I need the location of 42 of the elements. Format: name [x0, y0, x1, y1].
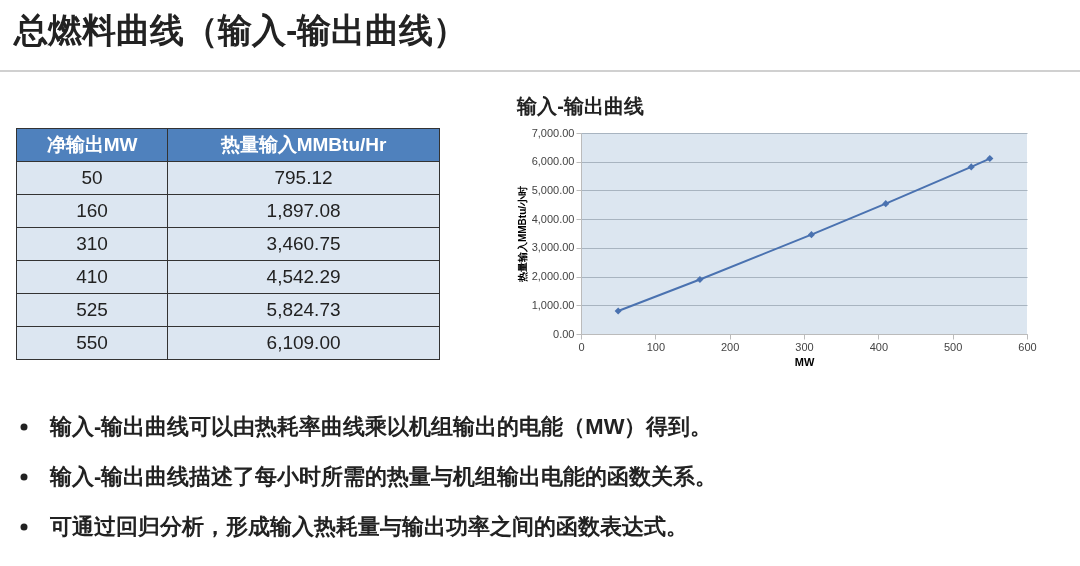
- point: [807, 231, 815, 239]
- x-tick-label: 500: [943, 340, 963, 353]
- text: 5,824.73: [266, 299, 341, 320]
- x-tick-label: 0: [578, 340, 585, 353]
- category-label: 550: [16, 326, 168, 360]
- text: 6,109.00: [266, 332, 341, 353]
- y-tick-label: 3,000.00: [531, 241, 575, 254]
- category-label: 310: [16, 227, 168, 261]
- x-tick-label: 400: [869, 340, 889, 353]
- text: 3,460.75: [266, 233, 341, 254]
- text: 净输出MW: [16, 128, 168, 162]
- x-tick-label: 100: [646, 340, 666, 353]
- text: 热量输入MMBtu/Hr: [167, 128, 440, 162]
- x-axis-title: MW: [794, 355, 815, 368]
- x-tick-label: 300: [795, 340, 814, 353]
- point: [614, 307, 622, 315]
- y-tick-label: 0.00: [553, 327, 575, 340]
- point: [986, 155, 994, 163]
- y-tick-label: 7,000.00: [531, 126, 575, 139]
- x-tick-label: 600: [1018, 340, 1037, 353]
- text: 1,897.08: [266, 200, 341, 221]
- text: 4,542.29: [266, 266, 341, 287]
- category-label: 50: [16, 161, 168, 195]
- text: 可通过回归分析，形成输入热耗量与输出功率之间的函数表达式。: [50, 513, 688, 541]
- point: [967, 163, 975, 171]
- y-tick-label: 6,000.00: [531, 155, 575, 168]
- y-tick-label: 2,000.00: [531, 270, 575, 283]
- text: 795.12: [274, 167, 333, 188]
- point: [882, 200, 890, 208]
- text: 输入-输出曲线描述了每小时所需的热量与机组输出电能的函数关系。: [50, 463, 718, 491]
- y-tick-label: 1,000.00: [531, 298, 575, 311]
- text: 总燃料曲线（输入-输出曲线）: [14, 10, 468, 51]
- x-tick-label: 200: [720, 340, 740, 353]
- point: [696, 275, 704, 283]
- chart-title: 输入-输出曲线: [516, 95, 644, 117]
- y-tick-label: 5,000.00: [531, 183, 575, 196]
- category-label: 525: [16, 293, 168, 327]
- category-label: 410: [16, 260, 168, 294]
- category-label: 160: [16, 194, 168, 228]
- text: 输入-输出曲线可以由热耗率曲线乘以机组输出的电能（MW）得到。: [50, 413, 713, 441]
- y-tick-label: 4,000.00: [531, 212, 575, 225]
- y-axis-title: 热量输入MMBtu/小时: [516, 185, 528, 284]
